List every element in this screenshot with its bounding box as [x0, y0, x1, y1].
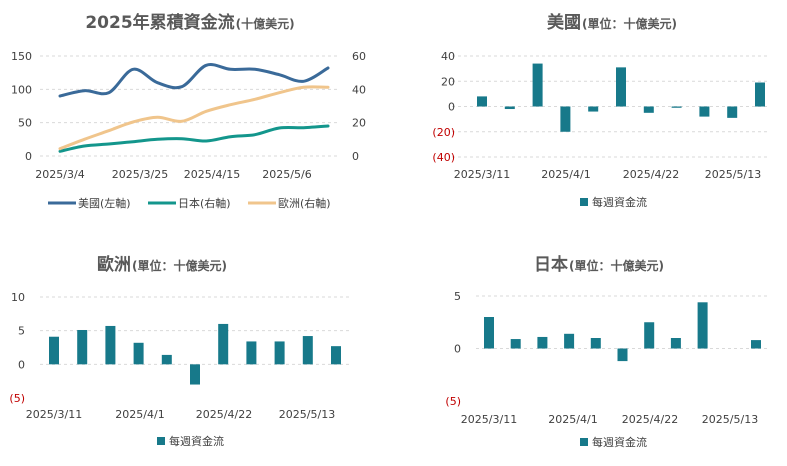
x-tick-label: 2025/4/1	[541, 168, 590, 181]
x-tick-label: 2025/5/13	[705, 168, 761, 181]
chart-title: 2025年累積資金流(十億美元)	[85, 12, 294, 33]
bar	[484, 317, 494, 349]
y-right-tick-label: 40	[352, 83, 366, 96]
bar	[532, 63, 543, 107]
x-tick-label: 2025/3/11	[26, 408, 82, 421]
x-tick-label: 2025/4/1	[115, 408, 164, 421]
y-tick-label: 40	[441, 50, 455, 63]
bar	[77, 329, 88, 365]
bar	[218, 323, 229, 365]
chart-title: 日本(單位：十億美元)	[534, 254, 664, 275]
series-line-0	[58, 63, 330, 98]
bar	[302, 336, 313, 365]
chart-title-unit: (單位：十億美元)	[569, 258, 664, 273]
y-tick-label: 5	[454, 290, 461, 303]
bar	[699, 106, 710, 117]
bar	[617, 348, 628, 362]
y-left-tick-label: 50	[18, 117, 32, 130]
legend-label: 每週資金流	[592, 195, 647, 209]
legend-swatch	[580, 438, 588, 446]
bar	[727, 106, 738, 118]
bar	[161, 354, 172, 365]
y-tick-label: 20	[441, 75, 455, 88]
x-tick-label: 2025/3/25	[112, 168, 168, 181]
bar	[190, 364, 200, 385]
y-left-tick-label: 150	[11, 50, 32, 63]
y-tick-label: 0	[18, 358, 25, 371]
legend-label-2: 歐洲(右軸)	[278, 196, 331, 210]
chart-title-unit: (單位：十億美元)	[582, 16, 677, 31]
x-tick-label: 2025/5/13	[702, 413, 758, 426]
y-tick-label: (5)	[445, 395, 461, 408]
bar	[274, 341, 285, 365]
y-tick-label: (40)	[432, 151, 455, 164]
japan-weekly-flow-chart: 日本(單位：十億美元) (5) 0 5 2025/3/11 2025/4/1 2025/4/…	[445, 254, 770, 449]
chart-title: 歐洲(單位：十億美元)	[97, 254, 227, 275]
bar	[671, 106, 682, 108]
bar	[510, 339, 521, 349]
y-tick-label: (20)	[432, 126, 455, 139]
bar	[537, 336, 548, 349]
chart-title-main: 2025年累積資金流	[85, 12, 234, 33]
bar	[246, 341, 257, 365]
bar	[477, 96, 487, 107]
bar	[588, 106, 599, 112]
series-line-1	[58, 124, 330, 153]
y-tick-label: 0	[454, 343, 461, 356]
legend-swatch	[580, 198, 588, 206]
bar	[504, 106, 515, 110]
legend-label: 每週資金流	[169, 434, 224, 448]
cumulative-flow-chart: 2025年累積資金流(十億美元) 0 50 100 150 0 20 40 60 2025/3/4…	[11, 12, 366, 210]
bar	[590, 338, 601, 349]
y-right-tick-label: 20	[352, 117, 366, 130]
x-tick-label: 2025/4/22	[622, 413, 678, 426]
bar	[49, 336, 59, 365]
europe-weekly-flow-chart: 歐洲(單位：十億美元) (5) 0 5 10 2025/3/11 2025/4/1 2025/…	[9, 254, 350, 448]
y-right-tick-label: 0	[352, 150, 359, 163]
bar	[643, 106, 654, 113]
bar	[105, 325, 116, 365]
bar	[133, 342, 144, 365]
x-tick-label: 2025/4/15	[184, 168, 240, 181]
bar	[697, 302, 708, 349]
x-tick-label: 2025/5/6	[262, 168, 311, 181]
chart-title-main: 歐洲	[97, 254, 131, 275]
bar	[755, 82, 765, 107]
y-left-tick-label: 0	[25, 150, 32, 163]
series-line-2	[58, 85, 330, 151]
us-weekly-flow-chart: 美國(單位：十億美元) (40) (20) 0 20 40 2025/3/11 2025/4/…	[432, 12, 770, 209]
bar	[564, 333, 575, 349]
x-tick-label: 2025/3/4	[35, 168, 84, 181]
y-tick-label: 10	[11, 291, 25, 304]
y-tick-label: (5)	[9, 392, 25, 405]
legend-label-1: 日本(右軸)	[178, 196, 231, 210]
y-tick-label: 5	[18, 325, 25, 338]
y-right-tick-label: 60	[352, 50, 366, 63]
bar	[644, 322, 655, 349]
chart-title-main: 日本	[534, 254, 568, 275]
x-tick-label: 2025/3/11	[454, 168, 510, 181]
x-tick-label: 2025/4/22	[623, 168, 679, 181]
chart-title: 美國(單位：十億美元)	[547, 12, 677, 33]
x-tick-label: 2025/4/22	[196, 408, 252, 421]
y-left-tick-label: 100	[11, 83, 32, 96]
legend-swatch	[157, 437, 165, 445]
chart-title-main: 美國	[547, 12, 581, 33]
bar	[616, 67, 626, 107]
legend-label: 每週資金流	[592, 435, 647, 449]
bar	[560, 106, 571, 132]
legend-label-0: 美國(左軸)	[78, 196, 131, 210]
bar	[670, 338, 681, 349]
bar	[751, 340, 761, 349]
y-tick-label: 0	[448, 101, 455, 114]
bar	[331, 346, 341, 365]
x-tick-label: 2025/5/13	[279, 408, 335, 421]
x-tick-label: 2025/3/11	[461, 413, 517, 426]
chart-title-unit: (十億美元)	[236, 16, 295, 31]
x-tick-label: 2025/4/1	[548, 413, 597, 426]
chart-title-unit: (單位：十億美元)	[132, 258, 227, 273]
